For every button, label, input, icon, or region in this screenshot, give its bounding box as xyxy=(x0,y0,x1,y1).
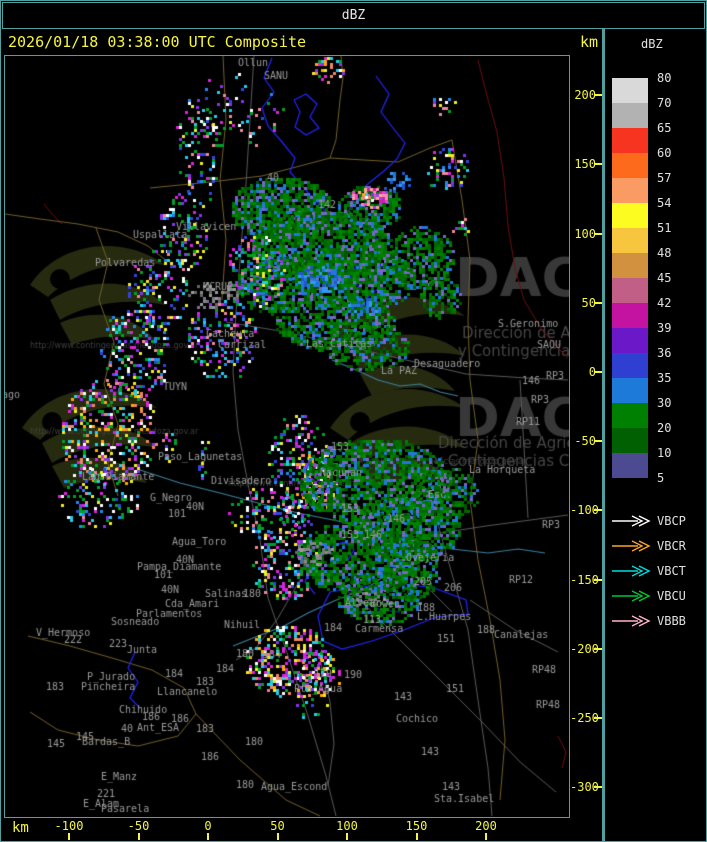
x-axis-unit-label: km xyxy=(12,820,29,836)
legend-color-block xyxy=(612,103,648,128)
y-axis-tick xyxy=(594,647,602,650)
radar-map-canvas[interactable] xyxy=(5,56,569,817)
vector-label-vbbb: VBBB xyxy=(657,614,686,628)
window-title: dBZ xyxy=(341,8,366,23)
legend-scale-label: 80 xyxy=(657,71,672,85)
legend-scale-label: 60 xyxy=(657,146,672,160)
legend-color-block xyxy=(612,128,648,153)
y-axis-tick xyxy=(594,94,602,97)
legend-scale-label: 54 xyxy=(657,196,672,210)
y-axis-tick-label: 50 xyxy=(581,295,596,310)
y-axis-unit-label: km xyxy=(580,33,599,51)
x-axis-tick-label: -100 xyxy=(54,819,84,833)
legend-scale-label: 36 xyxy=(657,346,672,360)
y-axis-tick xyxy=(594,578,602,581)
legend-color-block xyxy=(612,178,648,203)
legend-color-block xyxy=(612,403,648,428)
legend-color-block xyxy=(612,203,648,228)
legend-color-block xyxy=(612,228,648,253)
legend-title: dBZ xyxy=(641,37,663,51)
y-axis-tick-label: 0 xyxy=(588,365,596,379)
x-axis-tick xyxy=(207,833,209,840)
y-axis-tick xyxy=(594,163,602,166)
vector-arrow-icon-vbct xyxy=(612,565,651,577)
y-axis-tick-label: -300 xyxy=(570,780,599,795)
x-axis-tick xyxy=(137,833,140,840)
y-axis-tick xyxy=(594,509,602,512)
x-axis-tick xyxy=(485,833,487,840)
legend-scale-label: 30 xyxy=(657,396,672,410)
legend-scale-label: 5 xyxy=(657,471,665,485)
x-axis-tick xyxy=(415,833,418,840)
y-axis-tick xyxy=(594,232,602,235)
x-axis-tick-label: 150 xyxy=(405,819,428,833)
legend-scale-label: 57 xyxy=(657,171,672,185)
x-axis-tick-label: -50 xyxy=(127,819,150,833)
x-axis-tick-label: 200 xyxy=(475,819,497,833)
vector-arrow-icon-vbcu xyxy=(612,590,651,602)
x-axis: km -100 -50 0 50 100 150 200 xyxy=(4,817,602,841)
legend-scale-label: 70 xyxy=(657,96,672,110)
x-axis-tick xyxy=(346,833,348,840)
vector-arrow-icon-vbcr xyxy=(612,540,651,552)
y-axis-tick-label: -250 xyxy=(570,711,599,725)
vector-label-vbct: VBCT xyxy=(657,564,686,578)
vector-label-vbcr: VBCR xyxy=(657,539,686,553)
y-axis-tick xyxy=(594,717,602,719)
y-axis-tick-label: -100 xyxy=(570,503,599,518)
x-axis-tick-label: 50 xyxy=(270,819,285,833)
x-axis-tick xyxy=(276,833,279,840)
legend-color-block xyxy=(612,353,648,378)
legend-scale-label: 51 xyxy=(657,221,672,235)
legend-scale-label: 35 xyxy=(657,371,672,385)
y-axis-tick-label: 150 xyxy=(574,157,596,172)
y-axis: 200 150 100 50 0 -50 -100 -150 -200 -250 -300 xyxy=(570,29,602,834)
y-axis-tick-label: -150 xyxy=(570,572,599,587)
legend-color-block xyxy=(612,78,648,103)
x-axis-tick-label: 0 xyxy=(204,819,212,833)
y-axis-tick-label: 200 xyxy=(574,88,596,103)
legend-color-block xyxy=(612,378,648,403)
legend-color-block xyxy=(612,278,648,303)
legend-scale-label: 48 xyxy=(657,246,672,260)
vector-arrow-icon-vbcp xyxy=(612,515,651,527)
legend-color-block xyxy=(612,253,648,278)
y-axis-tick xyxy=(594,440,602,443)
window-title-bar: dBZ xyxy=(2,2,705,29)
panel-divider xyxy=(602,29,605,842)
vector-arrow-icon-vbbb xyxy=(612,615,651,627)
legend-scale-label: 39 xyxy=(657,321,672,335)
vector-label-vbcp: VBCP xyxy=(657,514,686,528)
y-axis-tick-label: -200 xyxy=(570,641,599,656)
legend-scale-label: 10 xyxy=(657,446,672,460)
x-axis-tick xyxy=(68,833,70,840)
x-axis-tick-label: 100 xyxy=(336,819,358,833)
y-axis-tick xyxy=(594,786,602,789)
legend-scale-label: 45 xyxy=(657,271,672,285)
legend-color-block xyxy=(612,153,648,178)
y-axis-tick-label: -50 xyxy=(574,434,596,449)
legend-color-block xyxy=(612,428,648,453)
y-axis-tick xyxy=(594,371,602,373)
vector-label-vbcu: VBCU xyxy=(657,589,686,603)
legend-color-block xyxy=(612,453,648,478)
legend-panel: dBZ 80 70 65 60 57 54 51 48 45 42 39 36 35 30 20 10 5 VBC… xyxy=(605,29,705,840)
legend-color-block xyxy=(612,303,648,328)
legend-color-block xyxy=(612,328,648,353)
legend-scale-label: 65 xyxy=(657,121,672,135)
radar-map-viewport[interactable] xyxy=(4,55,570,818)
legend-scale-label: 20 xyxy=(657,421,672,435)
y-axis-tick xyxy=(594,301,602,304)
y-axis-tick-label: 100 xyxy=(574,226,596,241)
timestamp-text: 2026/01/18 03:38:00 UTC Composite xyxy=(8,33,307,51)
legend-scale-label: 42 xyxy=(657,296,672,310)
